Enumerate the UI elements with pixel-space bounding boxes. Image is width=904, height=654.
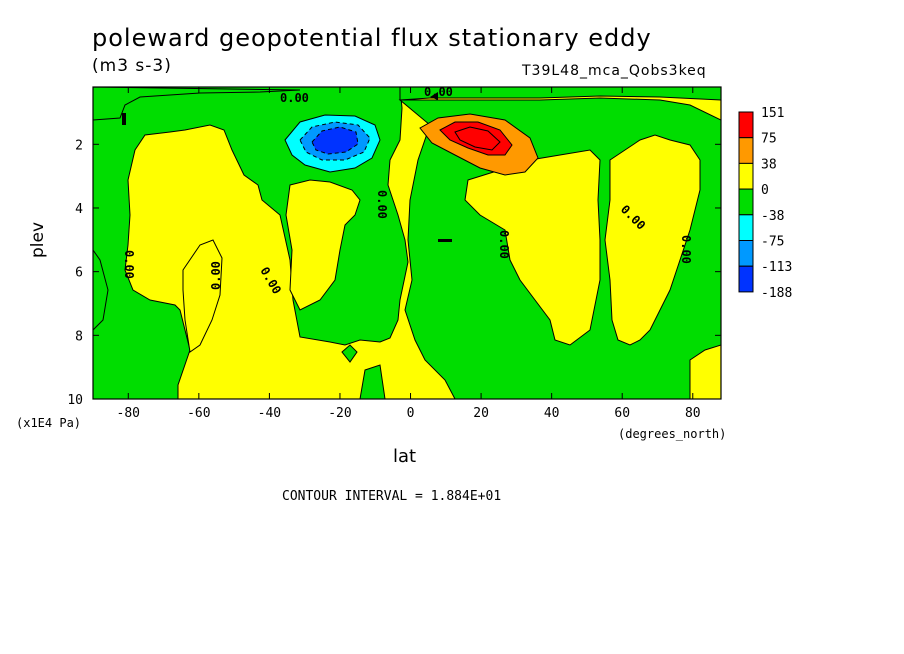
- y-axis-units: (x1E4 Pa): [16, 416, 82, 430]
- positive-region-60n: [604, 134, 701, 346]
- colorbar-label: -188: [761, 286, 792, 301]
- y-tick-label: 2: [75, 138, 83, 153]
- contour-label: 0.00: [375, 190, 389, 219]
- field-marker: [438, 239, 452, 242]
- positive-region-30s: [285, 179, 361, 311]
- y-tick-label: 6: [75, 266, 83, 281]
- x-axis-units: (degrees_north): [618, 427, 727, 441]
- colorbar-label: 75: [761, 132, 777, 147]
- negative-spot-10s: [341, 344, 358, 363]
- x-axis-label: lat: [393, 446, 417, 467]
- chart-units: (m3 s-3): [92, 56, 172, 76]
- negative-region-top-strip: [399, 87, 721, 101]
- contour-label: 0.00: [280, 91, 309, 105]
- x-tick-label: -40: [258, 406, 281, 421]
- y-tick-label: 10: [67, 393, 83, 408]
- x-tick-label: 80: [685, 406, 701, 421]
- x-tick-label: 20: [473, 406, 489, 421]
- max-contour-level-3: [454, 126, 501, 151]
- colorbar-swatch: [738, 137, 754, 164]
- chart-title: poleward geopotential flux stationary ed…: [92, 24, 652, 52]
- y-tick-label: 8: [75, 329, 83, 344]
- contour-label: 0.00: [679, 235, 693, 264]
- contour-fill-group: [93, 87, 721, 399]
- colorbar-label: 38: [761, 157, 777, 172]
- colorbar-swatch: [738, 240, 754, 267]
- x-tick-label: 40: [544, 406, 560, 421]
- colorbar-swatch: [738, 111, 754, 139]
- max-contour-level-2: [439, 121, 513, 156]
- colorbar-label: 0: [761, 183, 769, 198]
- positive-region-80n: [689, 344, 721, 399]
- x-tick-label: 0: [407, 406, 415, 421]
- axes-group: -80 -60 -40 -20 0 20 40 60 80 2 4 6 8 10: [67, 87, 721, 421]
- y-tick-label: 4: [75, 202, 83, 217]
- colorbar-swatch: [738, 265, 754, 293]
- field-marker: [122, 113, 126, 125]
- min-contour-level-3: [311, 126, 359, 155]
- positive-region-70s: [182, 239, 223, 353]
- colorbar-label: -38: [761, 209, 784, 224]
- colorbar-swatch: [738, 188, 754, 216]
- field-marker: [430, 92, 438, 100]
- colorbar-swatch: [738, 162, 754, 190]
- x-tick-label: -80: [117, 406, 140, 421]
- experiment-id: T39L48_mca_Qobs3keq: [522, 63, 707, 79]
- colorbar-swatch: [738, 214, 754, 242]
- colorbar-label: 151: [761, 106, 784, 121]
- contour-label: 0.00: [424, 85, 453, 99]
- negative-spot-bottom-center: [359, 364, 386, 399]
- colorbar: 151 75 38 0 -38 -75 -113 -188: [738, 106, 792, 301]
- contour-label: 0.00: [497, 230, 511, 259]
- colorbar-label: -113: [761, 260, 792, 275]
- contour-label: 0.00: [209, 261, 223, 290]
- plot-frame: [92, 86, 722, 400]
- colorbar-label: -75: [761, 235, 784, 250]
- negative-spot-left: [93, 249, 109, 331]
- contour-interval: CONTOUR INTERVAL = 1.884E+01: [282, 489, 502, 504]
- contour-label: 0.00: [122, 250, 136, 279]
- positive-region-40n: [464, 149, 601, 346]
- negative-region-upper-left: [93, 87, 301, 121]
- x-tick-label: 60: [614, 406, 630, 421]
- x-tick-label: -60: [187, 406, 210, 421]
- x-tick-label: -20: [328, 406, 351, 421]
